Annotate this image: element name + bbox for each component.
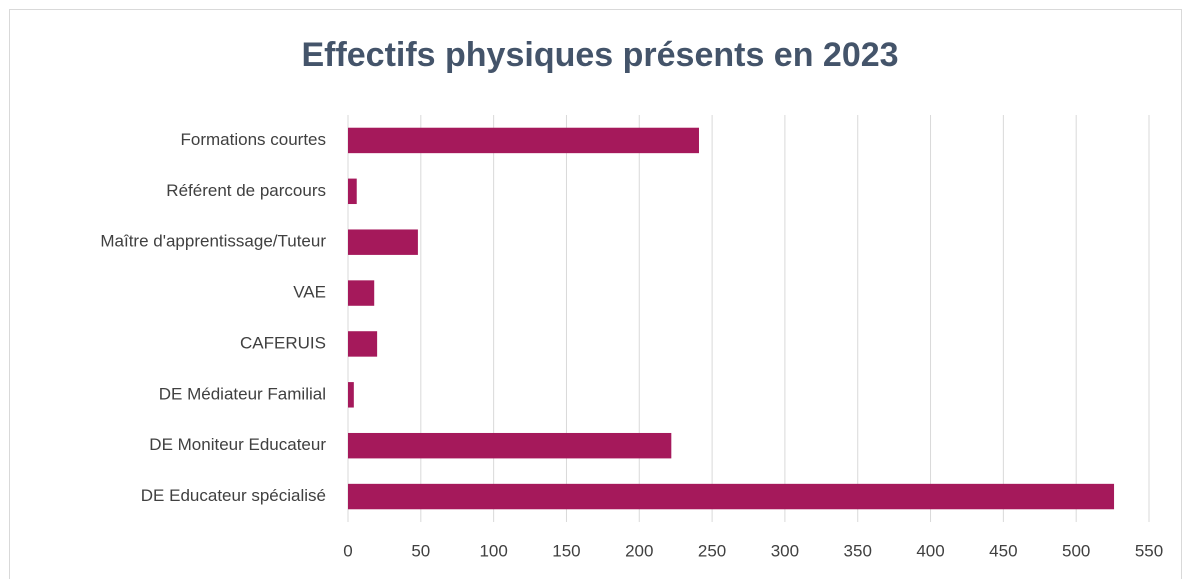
bar — [348, 178, 357, 205]
chart-title: Effectifs physiques présents en 2023 — [301, 36, 898, 74]
y-tick-label: CAFERUIS — [240, 333, 326, 352]
bar — [348, 382, 354, 408]
x-tick-label: 150 — [552, 541, 580, 560]
y-tick-label: VAE — [293, 283, 326, 302]
bar — [348, 483, 1115, 510]
x-tick-label: 550 — [1135, 541, 1163, 560]
y-tick-label: Maître d'apprentissage/Tuteur — [100, 232, 326, 251]
bar — [348, 127, 699, 154]
x-tick-label: 350 — [844, 541, 872, 560]
x-tick-label: 50 — [411, 541, 430, 560]
bar — [348, 280, 375, 306]
y-tick-label: DE Moniteur Educateur — [149, 435, 326, 454]
bar — [348, 229, 418, 255]
y-tick-label: DE Médiateur Familial — [159, 384, 326, 403]
x-tick-label: 450 — [989, 541, 1017, 560]
x-tick-label: 100 — [479, 541, 507, 560]
bar — [348, 331, 378, 357]
bar — [348, 432, 672, 459]
y-tick-label: Référent de parcours — [166, 181, 326, 200]
x-tick-label: 300 — [771, 541, 799, 560]
x-tick-label: 200 — [625, 541, 653, 560]
y-tick-label: DE Educateur spécialisé — [141, 486, 326, 505]
x-tick-label: 500 — [1062, 541, 1090, 560]
x-tick-label: 250 — [698, 541, 726, 560]
x-tick-label: 400 — [916, 541, 944, 560]
x-tick-label: 0 — [343, 541, 352, 560]
y-tick-label: Formations courtes — [181, 130, 327, 149]
